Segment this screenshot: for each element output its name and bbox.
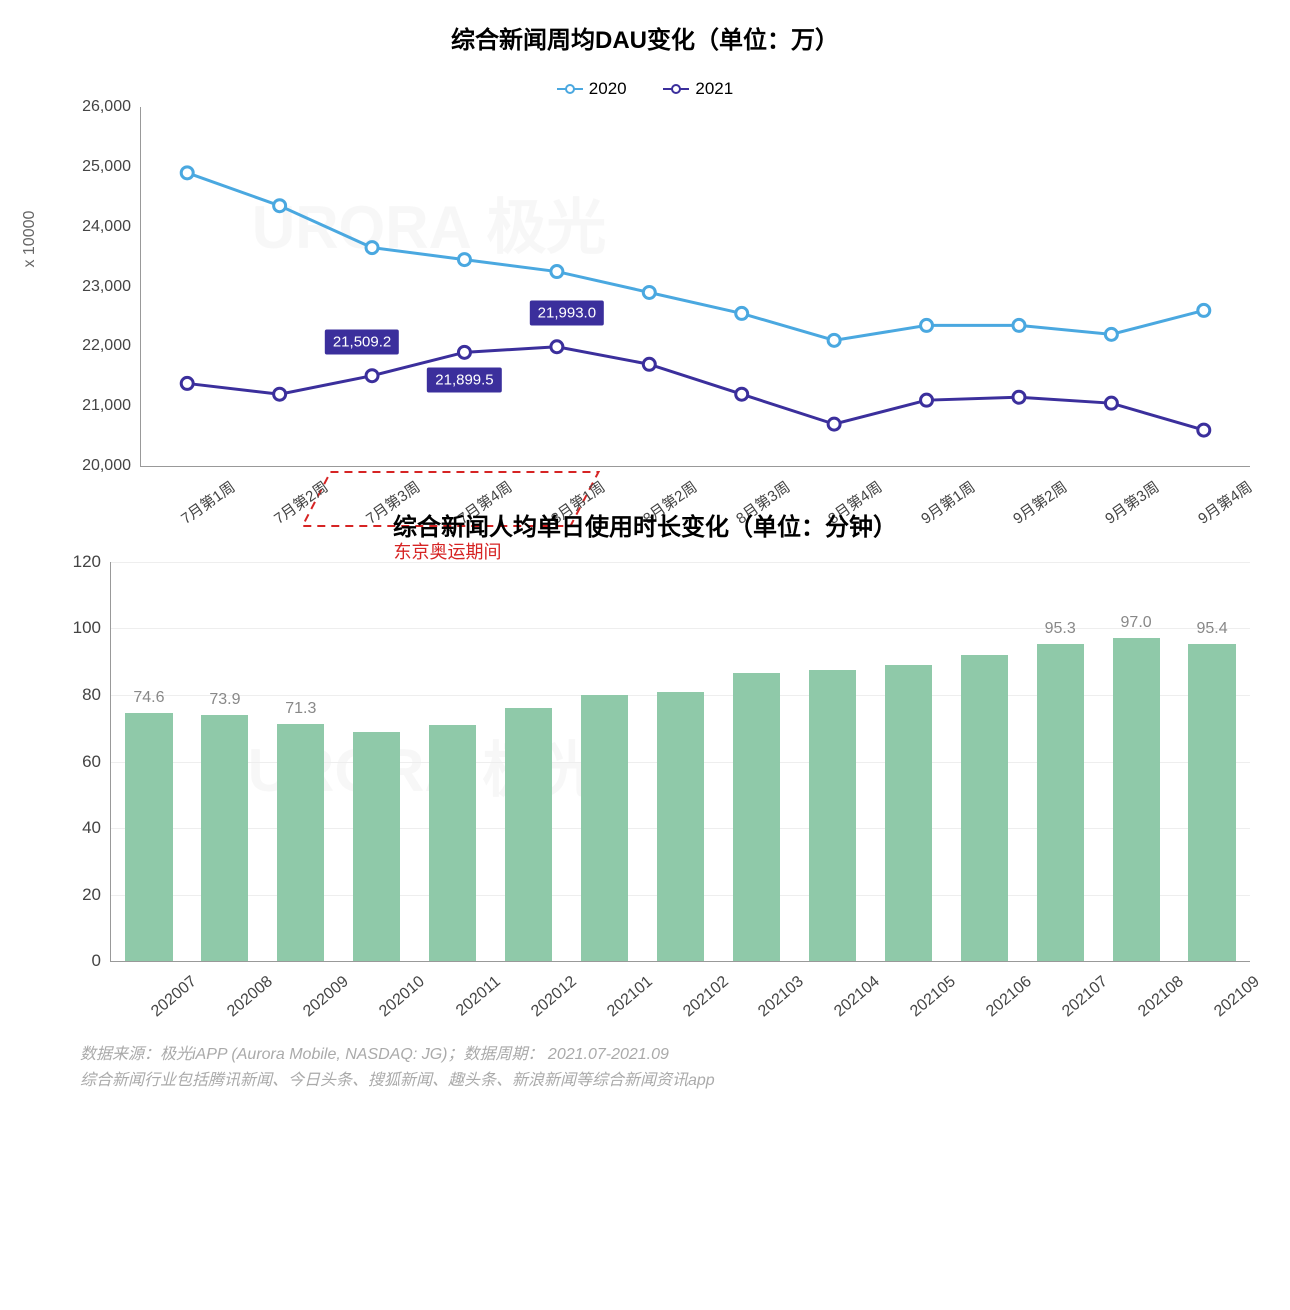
bar-y-tick: 80 — [51, 685, 101, 705]
bar-x-tick: 202105 — [887, 973, 960, 1038]
bar-plot: URORA 极光 02040608010012074.620200773.920… — [110, 562, 1250, 962]
bar-x-tick: 202008 — [204, 973, 277, 1038]
bar-y-tick: 40 — [51, 818, 101, 838]
bar-x-tick: 202107 — [1039, 973, 1112, 1038]
y-tick: 21,000 — [61, 397, 131, 415]
footnote: 数据来源：极光iAPP (Aurora Mobile, NASDAQ: JG)；… — [20, 1042, 1270, 1093]
bar — [277, 724, 324, 961]
footnote-line-2: 综合新闻行业包括腾讯新闻、今日头条、搜狐新闻、趣头条、新浪新闻等综合新闻资讯ap… — [80, 1068, 1270, 1094]
footnote-line-1: 数据来源：极光iAPP (Aurora Mobile, NASDAQ: JG)；… — [80, 1042, 1270, 1068]
bar — [201, 715, 248, 961]
callout: 21,993.0 — [530, 300, 604, 325]
bar-x-tick: 202101 — [583, 973, 656, 1038]
callout: 21,509.2 — [325, 329, 399, 354]
bar-y-tick: 0 — [51, 951, 101, 971]
bar-chart-area: URORA 极光 02040608010012074.620200773.920… — [20, 562, 1270, 962]
y-tick: 24,000 — [61, 218, 131, 236]
bar-y-tick: 120 — [51, 552, 101, 572]
bar-value-label: 97.0 — [1121, 614, 1152, 632]
callout: 21,899.5 — [427, 368, 501, 393]
bar — [353, 732, 400, 961]
bar-value-label: 73.9 — [209, 691, 240, 709]
bar-x-tick: 202102 — [659, 973, 732, 1038]
line-chart-container: 综合新闻周均DAU变化（单位：万） 2020 2021 x 10000 UROR… — [20, 20, 1270, 467]
line-chart-area: x 10000 URORA 极光 20,00021,00022,00023,00… — [20, 107, 1270, 467]
bar-chart-container: 综合新闻人均单日使用时长变化（单位：分钟） URORA 极光 020406080… — [20, 507, 1270, 962]
line-chart-title: 综合新闻周均DAU变化（单位：万） — [20, 20, 1270, 55]
bar-y-tick: 20 — [51, 885, 101, 905]
bar-value-label: 71.3 — [285, 700, 316, 718]
line-chart-legend: 2020 2021 — [20, 75, 1270, 99]
bar — [809, 670, 856, 961]
y-tick: 26,000 — [61, 98, 131, 116]
legend-item-2020: 2020 — [557, 79, 627, 99]
bar-x-tick: 202104 — [811, 973, 884, 1038]
bar — [429, 725, 476, 961]
legend-item-2021: 2021 — [663, 79, 733, 99]
bar-value-label: 95.4 — [1196, 620, 1227, 638]
legend-label-2020: 2020 — [589, 79, 627, 99]
line-plot: URORA 极光 20,00021,00022,00023,00024,0002… — [140, 107, 1250, 467]
line-svg — [141, 107, 1250, 466]
y-tick: 22,000 — [61, 337, 131, 355]
bar — [1113, 638, 1160, 961]
bar-x-tick: 202007 — [128, 973, 201, 1038]
bar — [733, 673, 780, 961]
y-axis-label: x 10000 — [21, 211, 39, 268]
bar — [657, 692, 704, 961]
y-tick: 25,000 — [61, 158, 131, 176]
bar-x-tick: 202010 — [355, 973, 428, 1038]
bar — [1037, 644, 1084, 961]
bar — [125, 713, 172, 961]
bar-chart-title: 综合新闻人均单日使用时长变化（单位：分钟） — [20, 507, 1270, 542]
bar — [961, 655, 1008, 961]
legend-label-2021: 2021 — [695, 79, 733, 99]
y-tick: 20,000 — [61, 457, 131, 475]
bar-y-tick: 100 — [51, 618, 101, 638]
bar — [505, 708, 552, 961]
bar-x-tick: 202012 — [507, 973, 580, 1038]
bar-x-tick: 202108 — [1115, 973, 1188, 1038]
y-tick: 23,000 — [61, 278, 131, 296]
bar-value-label: 95.3 — [1045, 620, 1076, 638]
bar-x-tick: 202109 — [1191, 973, 1264, 1038]
bar-y-tick: 60 — [51, 752, 101, 772]
bar — [581, 695, 628, 961]
bar-x-tick: 202106 — [963, 973, 1036, 1038]
bar-value-label: 74.6 — [133, 689, 164, 707]
bar-x-tick: 202103 — [735, 973, 808, 1038]
bar-x-tick: 202009 — [280, 973, 353, 1038]
bar — [1188, 644, 1235, 961]
bar-x-tick: 202011 — [431, 973, 504, 1038]
bar — [885, 665, 932, 961]
